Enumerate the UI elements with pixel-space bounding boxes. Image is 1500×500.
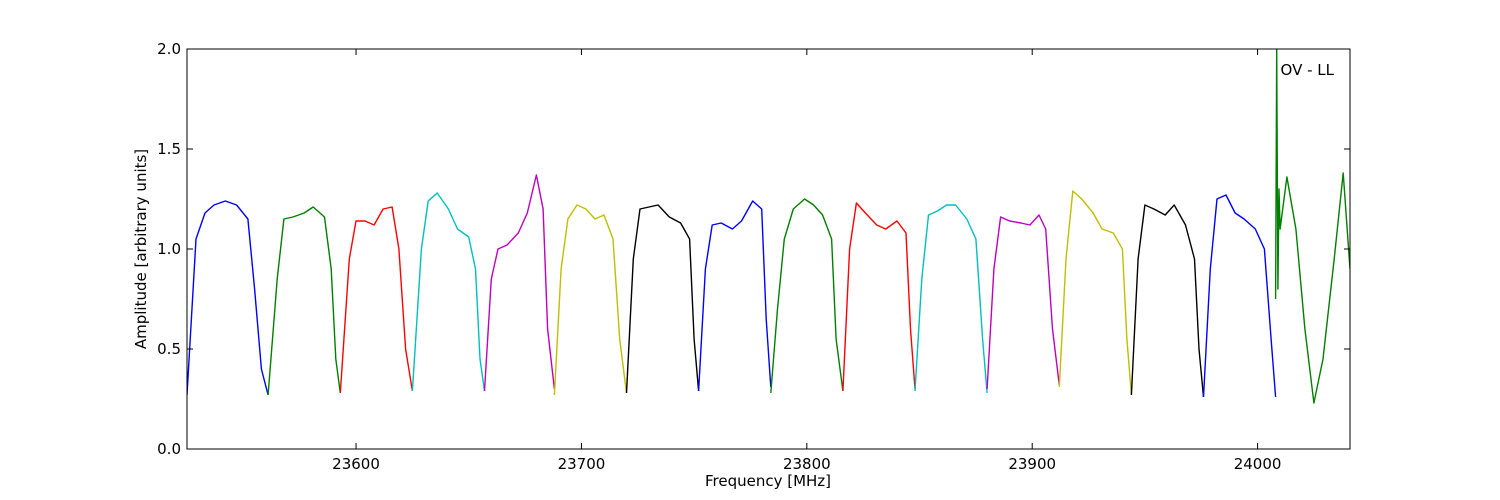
- series-line-9: [770, 198, 844, 394]
- annotation-label: OV - LL: [1281, 61, 1335, 79]
- series-line-5: [483, 174, 556, 392]
- series-line-16: [1274, 49, 1350, 404]
- series-line-6: [553, 204, 628, 396]
- y-tick-label: 0.0: [157, 440, 181, 458]
- series-line-1: [187, 200, 269, 396]
- series-line-13: [1058, 190, 1133, 396]
- x-tick-label: 24000: [1234, 455, 1282, 473]
- plot-area: [187, 49, 1350, 404]
- series-line-3: [339, 206, 414, 394]
- series-line-10: [842, 202, 916, 392]
- x-tick-label: 23900: [1008, 455, 1056, 473]
- axes: 23600 23700 23800 23900 24000 0.0 0.5 1.0 1.5 2.0: [157, 40, 1351, 473]
- y-tick-label: 0.5: [157, 340, 181, 358]
- series-line-12: [986, 214, 1060, 390]
- x-tick-label: 23600: [332, 455, 380, 473]
- series-line-8: [697, 200, 772, 392]
- series-line-15: [1202, 194, 1277, 398]
- plot-frame: [186, 48, 1351, 450]
- y-axis-label: Amplitude [arbitrary units]: [132, 149, 150, 349]
- x-axis-label: Frequency [MHz]: [705, 472, 831, 490]
- series-line-4: [411, 192, 486, 392]
- series-line-14: [1130, 204, 1205, 398]
- y-tick-label: 1.5: [157, 140, 181, 158]
- series-line-11: [914, 204, 988, 394]
- series-line-2: [267, 206, 341, 396]
- x-tick-label: 23800: [783, 455, 831, 473]
- y-tick-label: 2.0: [157, 40, 181, 58]
- series-line-7: [625, 204, 700, 394]
- y-tick-label: 1.0: [157, 240, 181, 258]
- x-tick-label: 23700: [558, 455, 606, 473]
